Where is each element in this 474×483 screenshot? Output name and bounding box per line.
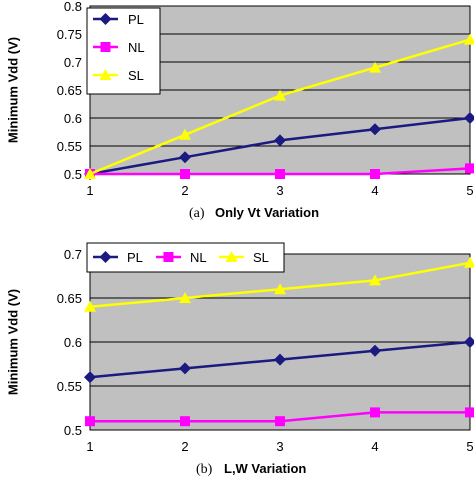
data-point <box>180 169 190 179</box>
y-tick-label: 0.6 <box>64 335 82 350</box>
legend-marker <box>99 13 112 25</box>
y-tick-label: 0.5 <box>64 423 82 438</box>
series-sl <box>84 256 474 312</box>
y-tick-label: 0.55 <box>57 379 82 394</box>
data-point <box>369 344 381 357</box>
x-tick-label: 5 <box>466 183 473 198</box>
data-point <box>84 168 96 179</box>
data-point <box>274 89 286 101</box>
y-tick-label: 0.55 <box>57 139 82 154</box>
legend-label: SL <box>128 68 144 83</box>
data-point <box>179 292 191 303</box>
x-tick-label: 1 <box>86 439 93 454</box>
legend-box <box>86 7 161 95</box>
data-point <box>464 33 474 45</box>
data-point <box>369 123 381 136</box>
x-tick-label: 5 <box>466 439 473 454</box>
data-point <box>274 134 286 147</box>
legend-label: NL <box>190 250 207 265</box>
x-tick-label: 4 <box>371 183 378 198</box>
caption-prefix: (b) <box>196 462 213 477</box>
y-tick-label: 0.8 <box>64 0 82 14</box>
y-tick-label: 0.65 <box>57 291 82 306</box>
legend-marker <box>99 251 112 263</box>
data-point <box>179 362 191 375</box>
x-tick-label: 2 <box>181 439 188 454</box>
data-point <box>369 274 381 286</box>
legend-label: NL <box>128 40 145 55</box>
legend: PL NL SL <box>86 7 161 95</box>
legend-label: PL <box>128 12 144 27</box>
series-nl <box>85 407 474 427</box>
chart-b: 0.5 0.55 0.6 0.65 0.7 1 2 3 4 5 Minimum Vdd (V) (b)… <box>5 242 474 477</box>
y-tick-label: 0.7 <box>64 55 82 70</box>
data-point <box>464 256 474 268</box>
legend-marker <box>225 251 238 262</box>
data-point <box>369 61 381 73</box>
legend-box <box>86 242 285 273</box>
y-tick-label: 0.7 <box>64 247 82 262</box>
x-tick-label: 3 <box>276 183 283 198</box>
legend-marker <box>100 42 111 52</box>
data-point <box>370 169 380 179</box>
caption: Only Vt Variation <box>215 205 319 220</box>
data-point <box>179 128 191 140</box>
x-tick-label: 2 <box>181 183 188 198</box>
y-axis-label: Minimum Vdd (V) <box>5 289 20 395</box>
caption-prefix: (a) <box>189 206 205 221</box>
y-tick-label: 0.75 <box>57 27 82 42</box>
data-point <box>274 283 286 295</box>
data-point <box>275 169 285 179</box>
y-tick-label: 0.5 <box>64 167 82 182</box>
chart-a: 0.5 0.55 0.6 0.65 0.7 0.75 0.8 1 2 3 4 5 Minimum Vdd… <box>5 0 474 221</box>
series-pl <box>84 336 474 384</box>
x-tick-label: 3 <box>276 439 283 454</box>
data-point <box>465 407 474 418</box>
legend-marker <box>163 252 174 262</box>
data-point <box>84 300 96 312</box>
legend-marker <box>99 69 112 80</box>
data-point <box>85 416 95 427</box>
data-point <box>274 353 286 366</box>
legend-label: PL <box>127 250 143 265</box>
data-point <box>179 151 191 164</box>
series-sl <box>84 33 474 179</box>
data-point <box>84 371 96 384</box>
data-point <box>464 336 474 348</box>
caption: L,W Variation <box>224 461 306 476</box>
legend-label: SL <box>253 250 269 265</box>
data-point <box>275 416 285 427</box>
data-point <box>180 416 190 427</box>
y-tick-label: 0.6 <box>64 111 82 126</box>
y-tick-label: 0.65 <box>57 83 82 98</box>
data-point <box>465 163 474 174</box>
data-point <box>370 407 380 418</box>
data-point <box>464 112 474 124</box>
legend: PL NL SL <box>86 242 285 273</box>
y-axis-label: Minimum Vdd (V) <box>5 37 20 143</box>
x-tick-label: 4 <box>371 439 378 454</box>
x-tick-label: 1 <box>86 183 93 198</box>
